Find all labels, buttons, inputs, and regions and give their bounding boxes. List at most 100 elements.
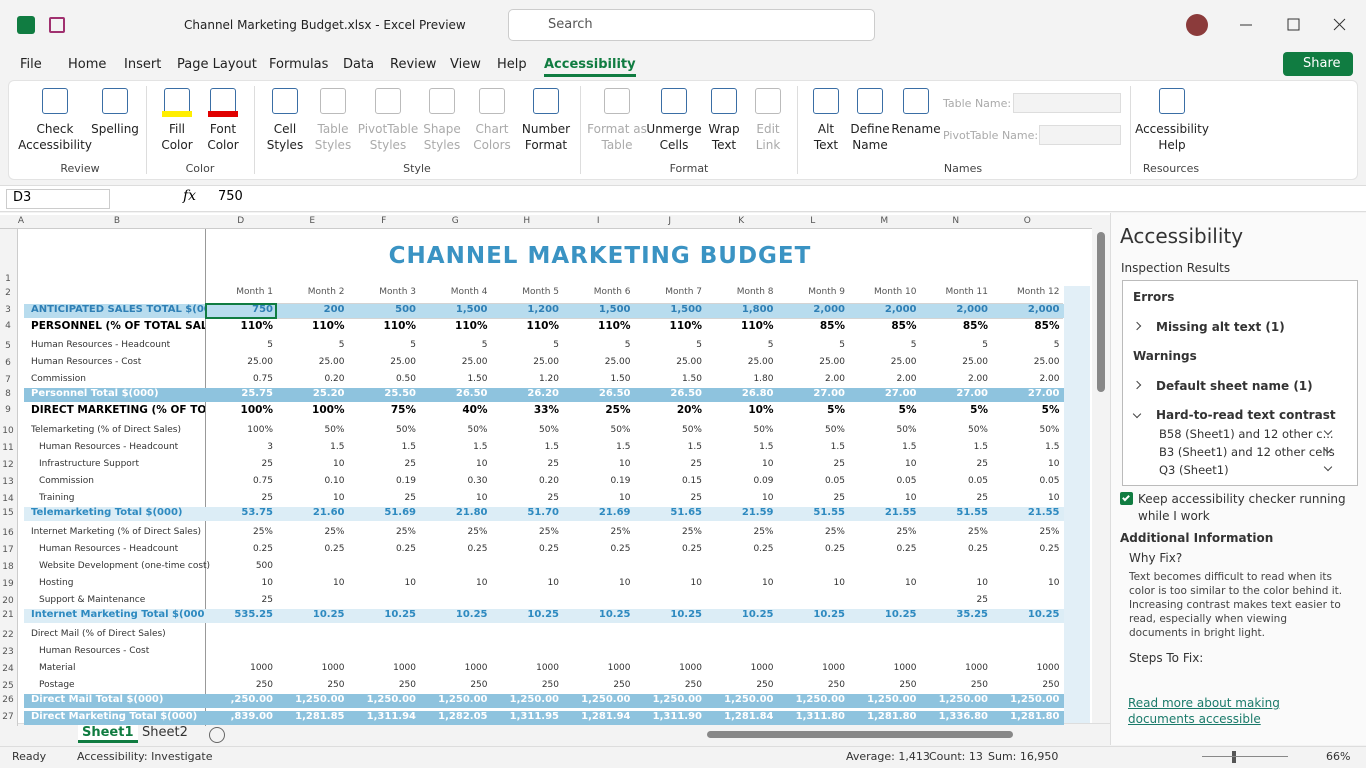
cell[interactable]: 500 bbox=[255, 561, 273, 571]
cell[interactable]: 0.05 bbox=[967, 476, 988, 486]
cell[interactable]: 10 bbox=[476, 578, 488, 588]
cell[interactable]: 26.50 bbox=[670, 388, 702, 399]
cell[interactable]: 1,250.00 bbox=[509, 694, 559, 705]
button-label[interactable]: Fill bbox=[168, 122, 186, 136]
cell[interactable]: 1,311.80 bbox=[795, 711, 845, 722]
cell[interactable]: 100% bbox=[312, 404, 345, 416]
cell[interactable]: 10.25 bbox=[455, 609, 488, 620]
cell[interactable]: 25.50 bbox=[384, 388, 416, 399]
cell[interactable]: 1000 bbox=[965, 663, 988, 673]
cell[interactable]: 20% bbox=[676, 404, 702, 416]
cell[interactable]: 50% bbox=[395, 425, 416, 435]
cell[interactable]: 10 bbox=[619, 459, 631, 469]
cell[interactable]: 1,800 bbox=[741, 304, 774, 315]
help-link[interactable]: Read more about making documents accessi… bbox=[1128, 696, 1280, 726]
cell[interactable]: 10.25 bbox=[670, 609, 702, 620]
cell[interactable]: 1.5 bbox=[830, 442, 845, 452]
cell[interactable]: 10.25 bbox=[384, 609, 416, 620]
cell[interactable]: 50% bbox=[681, 425, 702, 435]
cell[interactable]: 10 bbox=[762, 459, 774, 469]
cell[interactable]: 0.25 bbox=[395, 544, 416, 554]
cell[interactable]: 33% bbox=[533, 404, 559, 416]
save-icon[interactable] bbox=[49, 17, 65, 33]
cell[interactable]: 25.00 bbox=[461, 357, 488, 367]
cell[interactable]: 51.70 bbox=[527, 507, 559, 518]
cell[interactable]: 0.50 bbox=[395, 374, 416, 384]
cell[interactable]: 1000 bbox=[750, 663, 774, 673]
cell[interactable]: 1.20 bbox=[538, 374, 559, 384]
cell[interactable]: 1.5 bbox=[759, 442, 774, 452]
cell[interactable]: 250 bbox=[1042, 680, 1060, 690]
cell[interactable]: 250 bbox=[899, 680, 917, 690]
cell[interactable]: 51.55 bbox=[813, 507, 845, 518]
cell[interactable]: 2.00 bbox=[896, 374, 917, 384]
cell[interactable]: 1.5 bbox=[401, 442, 416, 452]
button-label[interactable]: Cells bbox=[659, 138, 689, 152]
button-icon[interactable] bbox=[661, 88, 687, 114]
cell[interactable]: 85% bbox=[1034, 320, 1060, 332]
button-label[interactable]: Text bbox=[813, 138, 839, 152]
cell[interactable]: 1,281.85 bbox=[295, 711, 345, 722]
cell[interactable]: 25.00 bbox=[247, 357, 273, 367]
cell[interactable]: 5 bbox=[267, 340, 273, 350]
cell[interactable]: 25 bbox=[404, 493, 416, 503]
cell[interactable]: 85% bbox=[891, 320, 917, 332]
share-button[interactable] bbox=[1283, 52, 1353, 76]
cell[interactable]: 1,281.94 bbox=[581, 711, 631, 722]
ribbon-tab[interactable]: Review bbox=[390, 57, 437, 72]
button-icon[interactable] bbox=[1159, 88, 1185, 114]
cell[interactable]: 0.25 bbox=[753, 544, 774, 554]
cell[interactable]: 5% bbox=[1041, 404, 1060, 416]
cell[interactable]: 50% bbox=[467, 425, 488, 435]
cell[interactable]: 1,311.94 bbox=[366, 711, 416, 722]
cell[interactable]: 1000 bbox=[321, 663, 345, 673]
cell[interactable]: 0.75 bbox=[252, 374, 273, 384]
cell[interactable]: 5 bbox=[481, 340, 488, 350]
cell[interactable]: 10.25 bbox=[884, 609, 917, 620]
cell[interactable]: 25 bbox=[976, 493, 988, 503]
name-box[interactable]: D3 bbox=[6, 189, 110, 209]
cell[interactable]: Month 2 bbox=[307, 287, 345, 297]
cell[interactable]: 10 bbox=[976, 578, 988, 588]
cell[interactable]: 250 bbox=[613, 680, 631, 690]
cell[interactable]: Month 4 bbox=[450, 287, 488, 297]
cell[interactable]: 110% bbox=[312, 320, 345, 332]
cell[interactable]: 25 bbox=[690, 493, 702, 503]
cell[interactable]: 1000 bbox=[1036, 663, 1060, 673]
button-label[interactable]: Number bbox=[521, 122, 571, 136]
cell[interactable]: 25% bbox=[252, 527, 273, 537]
cell[interactable]: 1,250.00 bbox=[1010, 694, 1060, 705]
cell[interactable]: Month 5 bbox=[522, 287, 559, 297]
button-label[interactable]: Wrap bbox=[708, 122, 740, 136]
cell[interactable]: 0.25 bbox=[610, 544, 631, 554]
cell[interactable]: 25% bbox=[824, 527, 845, 537]
cell[interactable]: Month 11 bbox=[945, 287, 988, 297]
cell[interactable]: 25 bbox=[976, 459, 988, 469]
cell[interactable]: 10 bbox=[1048, 578, 1060, 588]
cell[interactable]: 10.25 bbox=[1027, 609, 1060, 620]
cell[interactable]: 51.55 bbox=[956, 507, 988, 518]
cell[interactable]: 110% bbox=[598, 320, 631, 332]
ribbon-tab[interactable]: Home bbox=[68, 57, 107, 72]
zoom-slider[interactable] bbox=[1232, 751, 1236, 763]
cell[interactable]: Month 8 bbox=[736, 287, 774, 297]
cell[interactable]: 27.00 bbox=[956, 388, 988, 399]
cell[interactable]: 1,250.00 bbox=[581, 694, 631, 705]
cell[interactable]: 110% bbox=[669, 320, 702, 332]
cell[interactable]: 1000 bbox=[393, 663, 416, 673]
ribbon-tab[interactable]: Page Layout bbox=[177, 57, 257, 72]
cell[interactable]: 85% bbox=[962, 320, 988, 332]
cell[interactable]: 10 bbox=[905, 493, 917, 503]
cell[interactable]: 21.55 bbox=[884, 507, 917, 518]
cell[interactable]: 40% bbox=[462, 404, 488, 416]
cell[interactable]: 25% bbox=[610, 527, 631, 537]
cell[interactable]: 50% bbox=[610, 425, 631, 435]
cell[interactable]: 10 bbox=[404, 578, 416, 588]
button-icon[interactable] bbox=[272, 88, 298, 114]
cell[interactable]: 1.5 bbox=[330, 442, 345, 452]
cell[interactable]: 0.09 bbox=[753, 476, 774, 486]
cell[interactable]: 1.5 bbox=[1045, 442, 1060, 452]
cell[interactable]: 200 bbox=[323, 304, 345, 315]
cell[interactable]: 5 bbox=[1053, 340, 1060, 350]
cell[interactable]: 750 bbox=[252, 304, 273, 315]
